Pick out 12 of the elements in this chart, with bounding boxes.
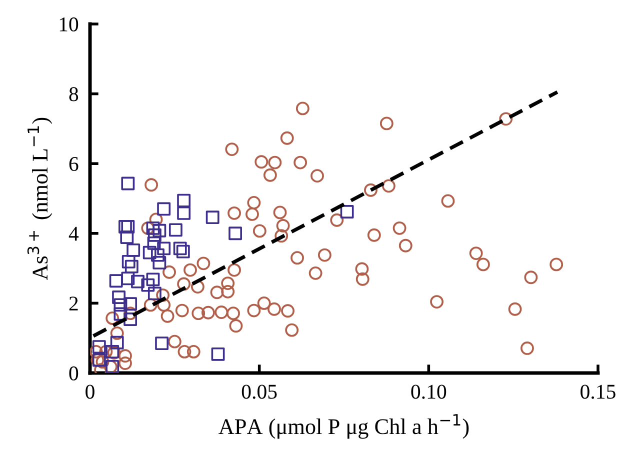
y-tick-label: 8 [69,87,78,102]
y-tick-label: 2 [69,296,78,310]
x-tick-label: 0.15 [580,384,616,399]
y-tick-label: 6 [69,157,78,172]
x-tick-label: 0.10 [411,384,446,399]
x-tick-label: 0 [86,384,94,399]
y-tick-label: 0 [69,366,78,380]
y-tick-label: 10 [60,17,78,32]
y-tick-label: 4 [68,226,79,241]
y-axis-title: As$^{3+}$ (nmol L$^{−1}$) [27,118,52,280]
x-axis-title: APA (μmol P μg Chl a h$^{−1}$) [218,414,469,439]
x-tick-label: 0.05 [242,384,277,399]
